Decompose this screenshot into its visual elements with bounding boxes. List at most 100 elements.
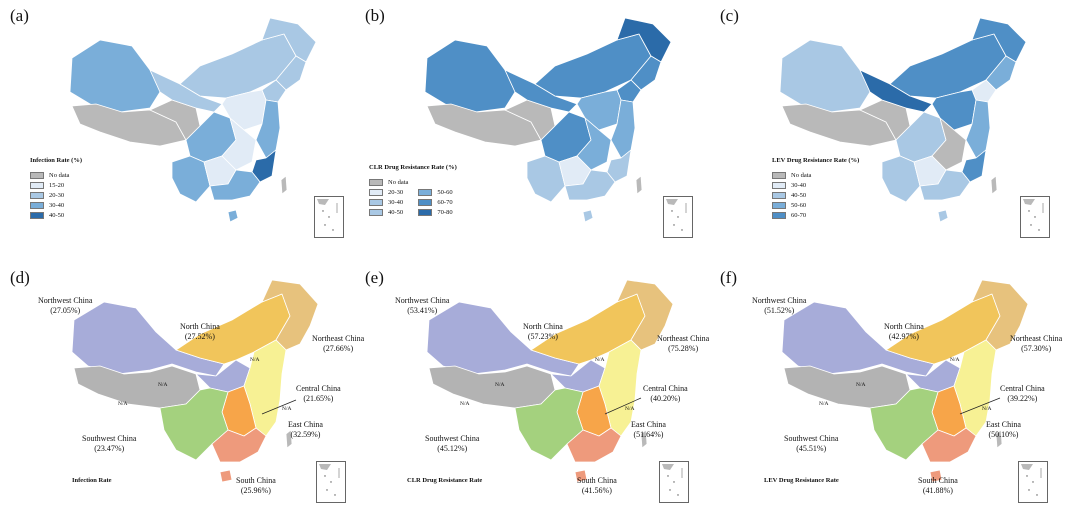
legend-c: LEV Drug Resistance Rate (%) No data 30-… bbox=[772, 157, 859, 220]
label-northeast: Northeast China (27.66%) bbox=[312, 334, 365, 353]
region-taiwan bbox=[990, 175, 998, 195]
legend-item: No data bbox=[388, 178, 409, 186]
choropleth-map-b bbox=[424, 17, 672, 223]
region-hainan bbox=[929, 469, 943, 483]
legend-swatch bbox=[772, 181, 786, 189]
region-taiwan bbox=[640, 429, 648, 449]
legend-item: 15-20 bbox=[49, 181, 65, 189]
panel-label: (b) bbox=[365, 6, 385, 25]
inset-islands bbox=[1023, 199, 1044, 231]
na-label: N/A bbox=[158, 382, 168, 388]
bottom-title: CLR Drug Resistance Rate bbox=[407, 477, 483, 484]
label-central: Central China (39.22%) bbox=[1000, 384, 1045, 403]
label-east: East China (51.64%) bbox=[631, 420, 666, 439]
region-south bbox=[211, 427, 267, 463]
legend-swatch bbox=[418, 188, 433, 196]
region-northeast bbox=[971, 279, 1029, 351]
legend-swatch bbox=[30, 171, 44, 179]
legend-swatch bbox=[369, 208, 383, 216]
legend-item: 30-40 bbox=[791, 181, 807, 189]
south-china-sea-inset bbox=[659, 461, 689, 503]
region-yunnan bbox=[881, 155, 921, 203]
region-southwest bbox=[514, 387, 584, 461]
region-yunnan bbox=[171, 155, 211, 203]
label-northeast: Northeast China (57.30%) bbox=[1010, 334, 1063, 353]
panel-label: (a) bbox=[10, 6, 29, 25]
region-guangxi bbox=[209, 169, 261, 201]
panel-d: (d) Northwest China (27.05%) North China(… bbox=[0, 254, 364, 508]
legend-swatch bbox=[30, 191, 44, 199]
legend-swatch bbox=[369, 198, 383, 206]
na-label: N/A bbox=[118, 401, 128, 407]
na-label: N/A bbox=[282, 406, 292, 412]
region-yunnan bbox=[526, 155, 566, 203]
region-guangxi bbox=[564, 169, 616, 201]
label-southwest: Southwest China (45.51%) bbox=[784, 434, 839, 453]
label-east: East China (50.10%) bbox=[986, 420, 1021, 439]
legend-item: 60-70 bbox=[791, 211, 807, 219]
legend-b: CLR Drug Resistance Rate (%) No data 20-… bbox=[369, 164, 457, 217]
region-hainan bbox=[219, 469, 233, 483]
label-south: South China (41.88%) bbox=[918, 476, 958, 495]
region-xinjiang bbox=[69, 39, 161, 113]
region-heilongjiang bbox=[616, 17, 672, 63]
legend-item: 30-40 bbox=[388, 198, 404, 206]
legend-swatch bbox=[772, 171, 786, 179]
legend-swatch bbox=[30, 181, 44, 189]
legend-title: LEV Drug Resistance Rate (%) bbox=[772, 157, 860, 164]
region-central bbox=[931, 117, 967, 171]
legend-title: CLR Drug Resistance Rate (%) bbox=[369, 164, 457, 171]
panel-b: (b) CLR Drug Resistance Rate (%) bbox=[355, 0, 715, 254]
south-china-sea-inset bbox=[663, 196, 693, 238]
inset-islands bbox=[317, 199, 338, 231]
label-south: South China (25.96%) bbox=[236, 476, 276, 495]
region-hainan bbox=[574, 469, 588, 483]
region-east-coast bbox=[610, 99, 636, 159]
region-taiwan bbox=[280, 175, 288, 195]
region-southwest bbox=[159, 387, 229, 461]
legend-item: 30-40 bbox=[49, 201, 65, 209]
region-hainan bbox=[582, 209, 594, 223]
callout-line bbox=[604, 397, 642, 415]
label-southwest: Southwest China (23.47%) bbox=[82, 434, 137, 453]
bottom-title: LEV Drug Resistance Rate bbox=[764, 477, 839, 484]
legend-item: 20-30 bbox=[388, 188, 404, 196]
choropleth-map-a bbox=[69, 17, 317, 223]
label-central: Central China (21.65%) bbox=[296, 384, 341, 403]
region-south bbox=[921, 427, 977, 463]
region-xinjiang bbox=[779, 39, 871, 113]
na-label: N/A bbox=[250, 357, 260, 363]
region-southwest bbox=[869, 387, 939, 461]
legend-swatch bbox=[772, 201, 786, 209]
region-south bbox=[566, 427, 622, 463]
inset-islands bbox=[1021, 464, 1042, 496]
legend-item: 50-60 bbox=[437, 188, 453, 196]
legend-item: 40-50 bbox=[388, 208, 404, 216]
panel-label: (c) bbox=[720, 6, 739, 25]
south-china-sea-inset bbox=[316, 461, 346, 503]
south-china-sea-inset bbox=[1018, 461, 1048, 503]
callout-line bbox=[959, 397, 1001, 415]
legend-swatch bbox=[369, 188, 383, 196]
inset-islands bbox=[319, 464, 340, 496]
region-taiwan bbox=[635, 175, 643, 195]
region-na-west bbox=[73, 365, 201, 409]
legend-a: Infection Rate (%) No data 15-20 20-30 3… bbox=[30, 157, 82, 220]
region-na-west bbox=[783, 365, 911, 409]
label-north: North China (42.97%) bbox=[884, 322, 924, 341]
region-east-coast bbox=[255, 99, 281, 159]
region-heilongjiang bbox=[261, 17, 317, 63]
label-northwest: Northwest China (53.41%) bbox=[395, 296, 450, 315]
label-northeast: Northeast China (75.28%) bbox=[657, 334, 710, 353]
bottom-title: Infection Rate bbox=[72, 477, 112, 484]
legend-swatch bbox=[418, 198, 433, 206]
legend-swatch bbox=[30, 211, 44, 219]
na-label: N/A bbox=[460, 401, 470, 407]
panel-e: (e) Northwest China (53.41%) North China(… bbox=[355, 254, 715, 508]
legend-swatch bbox=[772, 191, 786, 199]
legend-title: Infection Rate (%) bbox=[30, 157, 82, 164]
panel-label: (d) bbox=[10, 268, 30, 287]
region-xinjiang bbox=[424, 39, 516, 113]
region-guangxi bbox=[919, 169, 971, 201]
region-na-west bbox=[428, 365, 556, 409]
